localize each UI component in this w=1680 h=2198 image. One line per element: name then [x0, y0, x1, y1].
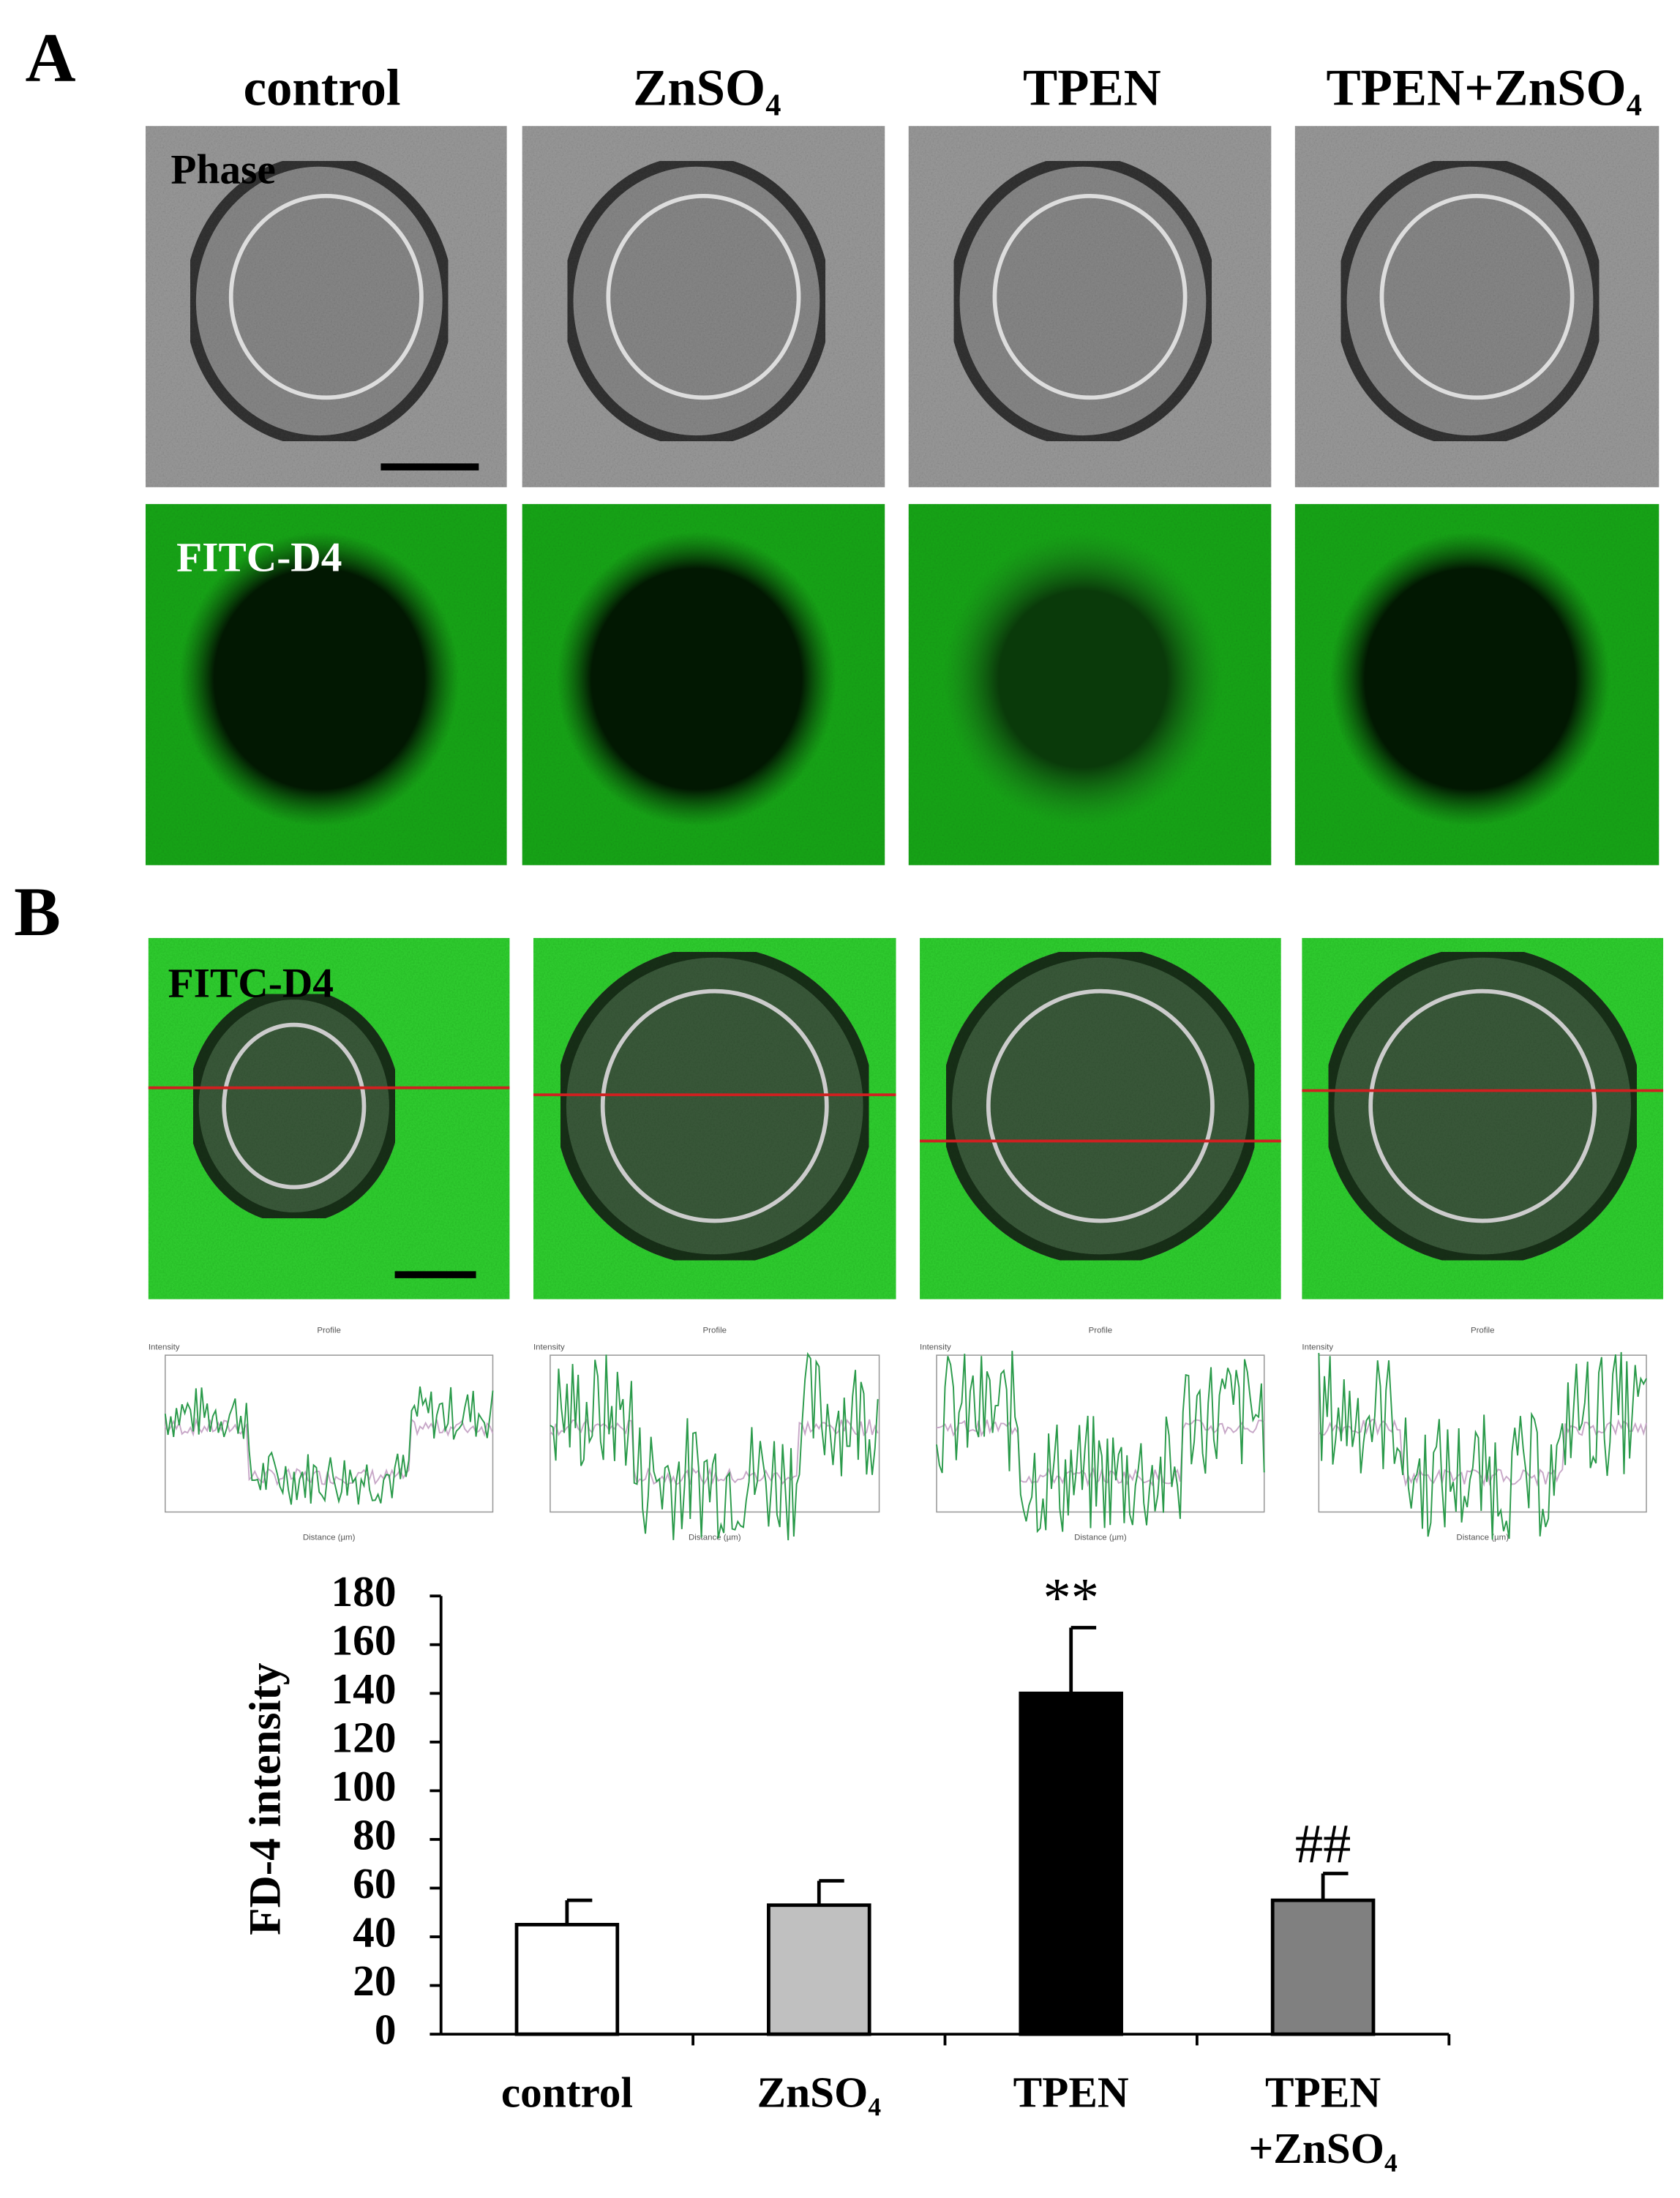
panel-label: A [25, 19, 75, 97]
x-tick-label: TPEN +ZnSO₄ [1248, 2068, 1397, 2173]
y-tick-label: 120 [331, 1713, 397, 1761]
y-axis-label: FD-4 intensity [241, 1662, 290, 1935]
significance-label: ** [1043, 1567, 1099, 1629]
cell-shadow [942, 532, 1223, 826]
y-tick-label: 0 [375, 2006, 397, 2054]
significance-label: ## [1295, 1812, 1351, 1875]
profile-ylabel: Intensity [920, 1343, 951, 1351]
cell [1323, 946, 1643, 1266]
bar [1270, 1898, 1376, 2036]
cell-ring [222, 1022, 367, 1190]
y-tick-label: 140 [331, 1665, 397, 1713]
cell-shadow [179, 532, 460, 826]
profile-ylabel: Intensity [533, 1343, 565, 1351]
profile-xlabel: Distance (µm) [1074, 1534, 1127, 1542]
y-tick-label: 160 [331, 1616, 397, 1664]
row-label: FITC-D4 [168, 960, 334, 1006]
profile-trace [550, 1418, 879, 1486]
profile-trace [164, 1417, 494, 1486]
cell-ring [1368, 989, 1597, 1223]
profile-xlabel: Distance (µm) [1456, 1534, 1509, 1542]
y-tick-label: 40 [353, 1908, 396, 1957]
column-header: TPEN+ZnSO₄ [1326, 60, 1641, 117]
cell-ring [606, 194, 801, 400]
cell [940, 946, 1260, 1266]
profile-title: Profile [1089, 1327, 1113, 1335]
cell-ring [228, 194, 424, 400]
y-tick-label: 180 [331, 1567, 397, 1616]
profile-ylabel: Intensity [1302, 1343, 1333, 1351]
x-tick-label: ZnSO₄ [757, 2068, 882, 2117]
cell [555, 946, 874, 1266]
profile-frame [550, 1354, 880, 1513]
profile-trace [550, 1351, 879, 1541]
profile-trace [1318, 1351, 1647, 1540]
column-header: ZnSO₄ [633, 60, 781, 117]
cell-ring [600, 989, 829, 1223]
y-tick-label: 60 [353, 1859, 396, 1908]
y-tick-label: 100 [331, 1762, 397, 1810]
panel-label: B [14, 873, 61, 950]
profile-xlabel: Distance (µm) [303, 1534, 356, 1542]
column-header: TPEN [1023, 60, 1161, 117]
profile-trace [164, 1386, 494, 1505]
profile-frame [165, 1354, 494, 1513]
row-label: Phase [170, 147, 275, 193]
bar [514, 1922, 620, 2036]
cell-ring [1379, 194, 1575, 400]
y-tick-label: 20 [353, 1957, 396, 2005]
profile-ylabel: Intensity [149, 1343, 180, 1351]
bar [767, 1903, 871, 2036]
cell-ring [986, 989, 1215, 1223]
row-label: FITC-D4 [176, 535, 342, 581]
cell-ring [992, 194, 1188, 400]
cell-shadow [556, 532, 837, 826]
profile-frame [1318, 1354, 1647, 1513]
profile-frame [936, 1354, 1265, 1513]
profile-title: Profile [702, 1327, 727, 1335]
profile-trace [936, 1351, 1265, 1534]
profile-title: Profile [1471, 1327, 1495, 1335]
x-tick-label: TPEN [1013, 2068, 1129, 2117]
cell-shadow [1330, 532, 1610, 826]
profile-trace [936, 1419, 1265, 1488]
scale-bar [394, 1271, 476, 1278]
x-tick-label: control [501, 2068, 633, 2117]
profile-xlabel: Distance (µm) [689, 1534, 741, 1542]
bar [1019, 1691, 1123, 2036]
profile-title: Profile [317, 1327, 341, 1335]
y-tick-label: 80 [353, 1811, 396, 1859]
scale-bar [380, 463, 479, 470]
column-header: control [244, 60, 401, 117]
